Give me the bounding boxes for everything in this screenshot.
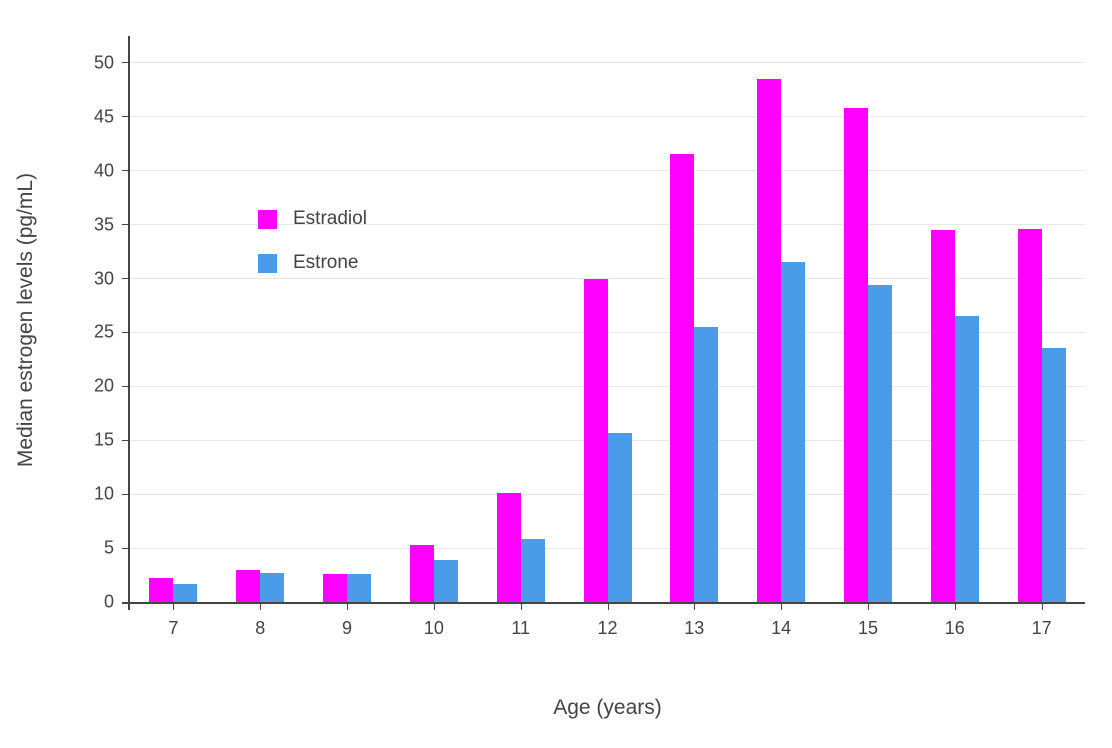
y-tick-mark-40 [122, 170, 128, 172]
bar-estrone-age-17 [1041, 347, 1066, 602]
bar-estrone-age-10 [433, 559, 458, 602]
bar-estradiol-age-16 [930, 230, 955, 602]
y-tick-label-0: 0 [103, 591, 114, 612]
x-axis-title: Age (years) [553, 696, 662, 719]
bar-estradiol-age-13 [670, 153, 695, 602]
y-tick-mark-10 [122, 493, 128, 495]
bar-estradiol-age-8 [236, 569, 261, 602]
bar-estradiol-age-17 [1017, 228, 1042, 602]
bar-estrone-age-16 [954, 316, 979, 602]
legend: Estradiol Estrone [258, 208, 367, 274]
legend-swatch-estrone [258, 253, 277, 273]
y-tick-mark-15 [122, 439, 128, 441]
bar-estradiol-age-9 [323, 573, 348, 602]
x-tick-label-15: 15 [857, 618, 878, 638]
y-tick-label-30: 30 [93, 268, 114, 289]
bar-estradiol-age-12 [583, 278, 608, 602]
x-tick-mark-10 [433, 604, 435, 610]
x-tick-label-8: 8 [255, 618, 266, 638]
y-tick-label-35: 35 [93, 214, 114, 235]
legend-label-estrone: Estrone [293, 252, 359, 273]
legend-label-estradiol: Estradiol [293, 208, 367, 229]
gridline-y-35 [130, 224, 1085, 226]
y-tick-label-20: 20 [93, 375, 114, 396]
gridline-y-20 [130, 385, 1085, 387]
y-tick-label-50: 50 [93, 52, 114, 73]
y-tick-mark-20 [122, 385, 128, 387]
x-tick-label-17: 17 [1031, 618, 1052, 638]
bar-estrone-age-14 [781, 262, 806, 602]
y-tick-mark-50 [122, 62, 128, 64]
bar-estrone-age-13 [694, 327, 719, 602]
bar-estrone-age-9 [347, 573, 372, 602]
bar-estradiol-age-7 [149, 578, 174, 602]
legend-item-estradiol[interactable]: Estradiol [258, 208, 367, 230]
y-axis-title: Median estrogen levels (pg/mL) [14, 172, 37, 468]
x-tick-mark-14 [781, 604, 783, 610]
y-tick-label-25: 25 [93, 321, 114, 342]
x-tick-mark-13 [694, 604, 696, 610]
bar-estradiol-age-15 [843, 108, 868, 602]
y-tick-label-15: 15 [93, 429, 114, 450]
legend-item-estrone[interactable]: Estrone [258, 252, 367, 274]
x-tick-label-14: 14 [771, 618, 792, 638]
bar-estradiol-age-11 [496, 493, 521, 602]
y-tick-mark-35 [122, 224, 128, 226]
x-axis-line [122, 602, 1085, 604]
y-tick-label-5: 5 [103, 537, 114, 558]
bar-estrone-age-7 [173, 583, 198, 602]
bar-estrone-age-12 [607, 432, 632, 602]
y-tick-mark-30 [122, 278, 128, 280]
x-tick-label-13: 13 [684, 618, 705, 638]
x-tick-label-10: 10 [423, 618, 444, 638]
bar-estrone-age-11 [520, 539, 545, 602]
x-tick-mark-12 [607, 604, 609, 610]
bar-estrone-age-8 [260, 572, 285, 602]
gridline-y-45 [130, 116, 1085, 118]
x-tick-label-12: 12 [597, 618, 618, 638]
gridline-y-50 [130, 62, 1085, 64]
x-tick-mark-15 [867, 604, 869, 610]
y-tick-mark-5 [122, 547, 128, 549]
x-tick-mark-16 [954, 604, 956, 610]
x-tick-label-16: 16 [944, 618, 965, 638]
x-tick-label-11: 11 [511, 618, 531, 638]
x-tick-mark-9 [347, 604, 349, 610]
y-axis-line [128, 36, 130, 610]
y-tick-mark-45 [122, 116, 128, 118]
y-tick-label-45: 45 [93, 106, 114, 127]
x-tick-label-7: 7 [168, 618, 179, 638]
y-tick-label-10: 10 [93, 483, 114, 504]
x-tick-mark-8 [260, 604, 262, 610]
x-tick-label-9: 9 [342, 618, 353, 638]
gridline-y-25 [130, 331, 1085, 333]
bar-estradiol-age-14 [757, 79, 782, 602]
x-tick-mark-17 [1041, 604, 1043, 610]
y-tick-label-40: 40 [93, 160, 114, 181]
y-tick-mark-25 [122, 331, 128, 333]
legend-swatch-estradiol [258, 209, 277, 229]
gridline-y-40 [130, 170, 1085, 172]
gridline-y-30 [130, 278, 1085, 280]
bar-estrone-age-15 [867, 285, 892, 602]
x-tick-mark-7 [173, 604, 175, 610]
x-tick-mark-11 [520, 604, 522, 610]
bar-estradiol-age-10 [409, 544, 434, 602]
